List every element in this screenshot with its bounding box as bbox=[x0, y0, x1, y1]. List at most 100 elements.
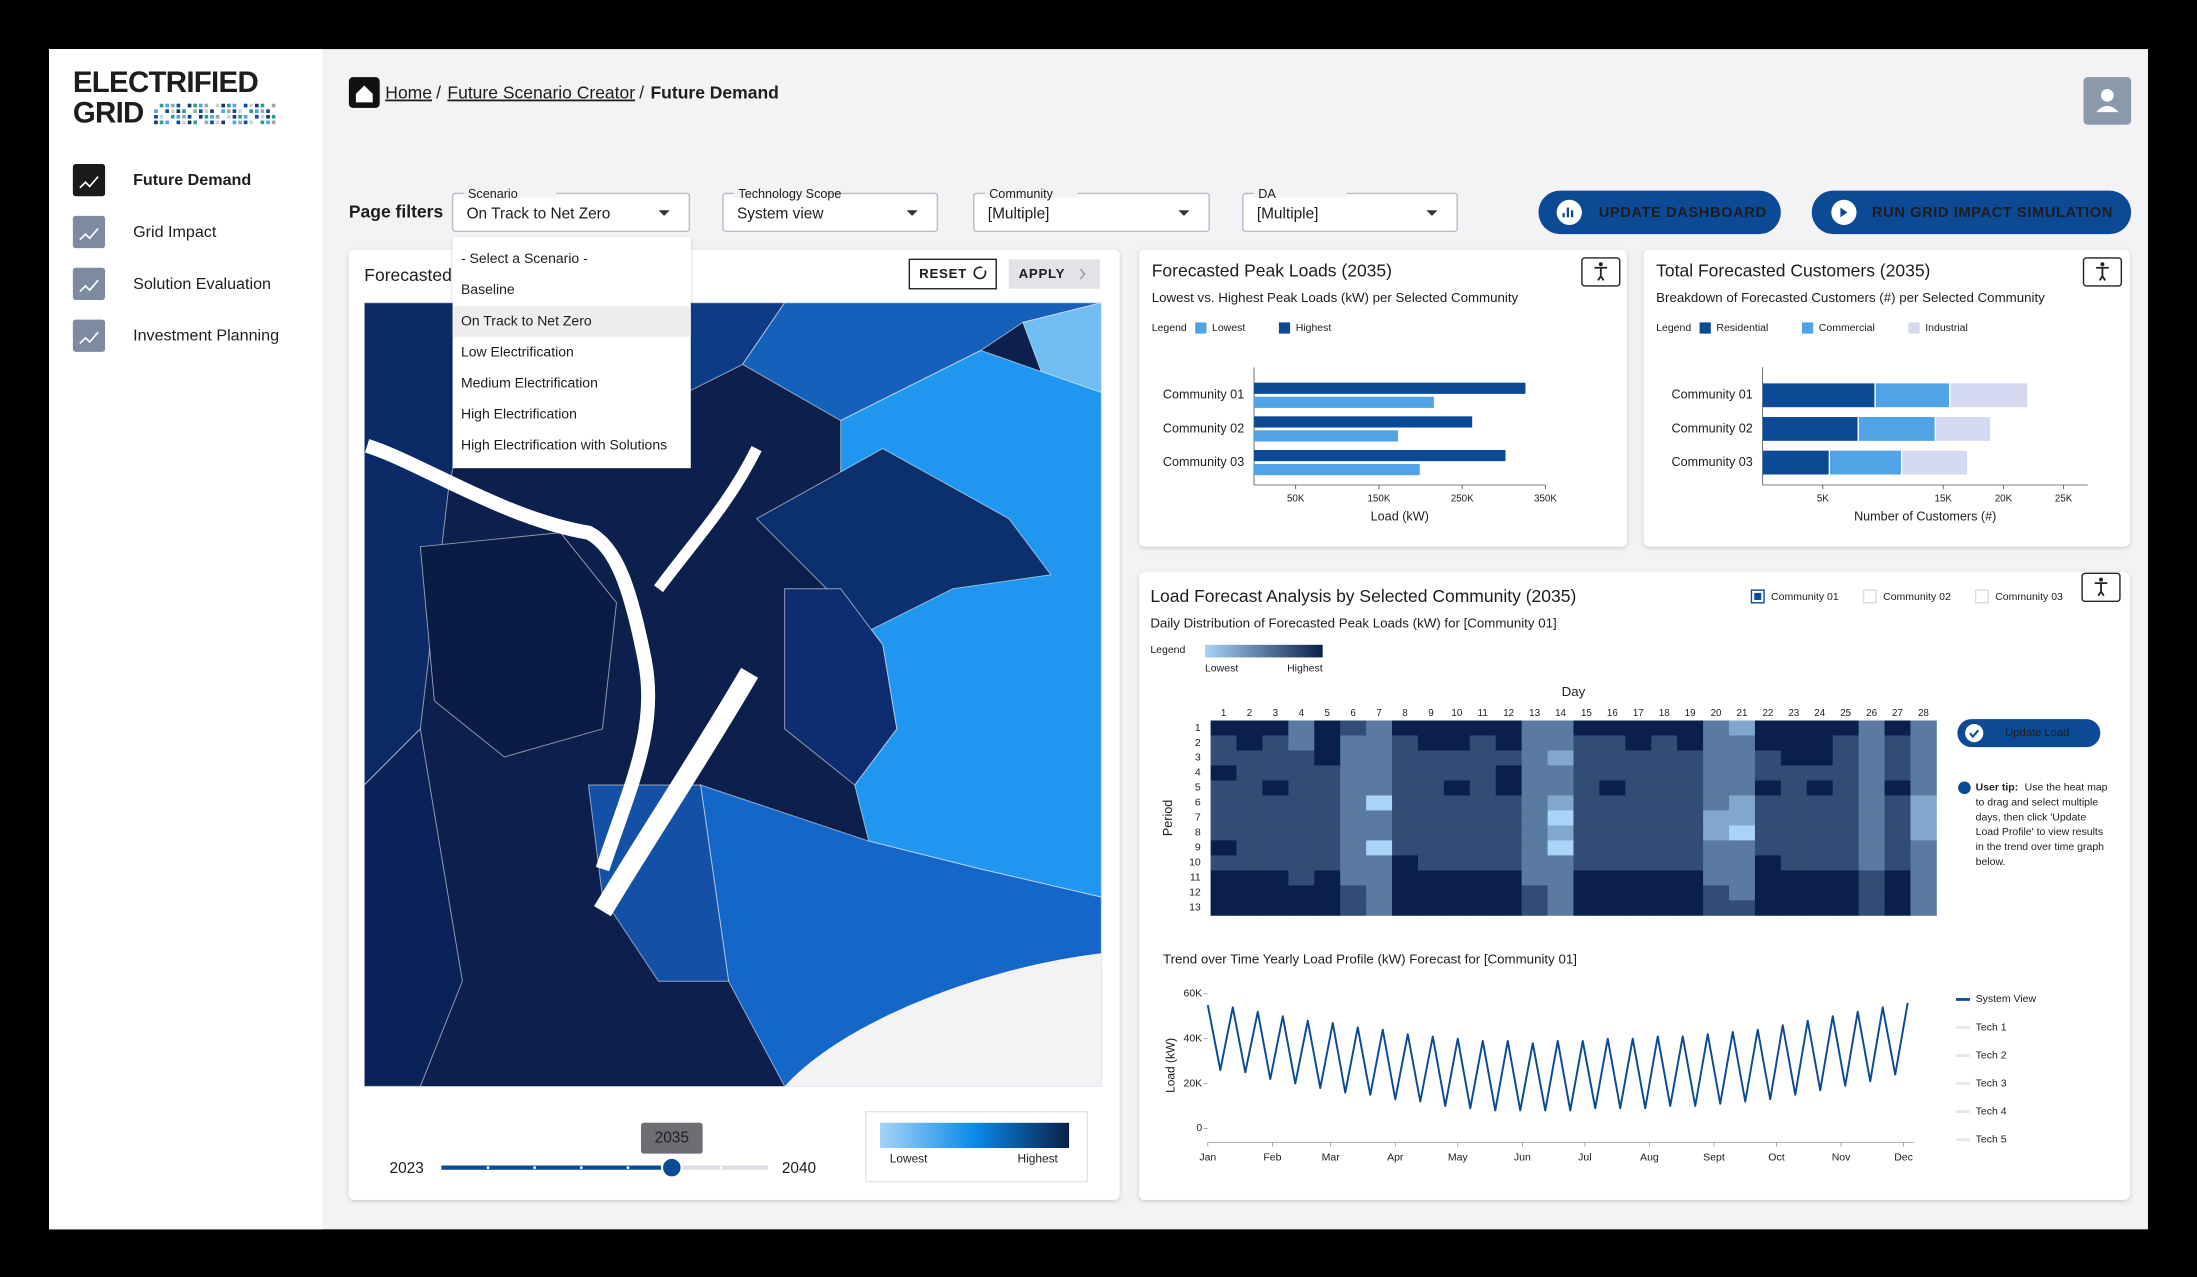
heatmap-cell[interactable] bbox=[1262, 825, 1289, 841]
heatmap-cell[interactable] bbox=[1236, 840, 1263, 856]
heatmap-cell[interactable] bbox=[1547, 765, 1574, 781]
heatmap-cell[interactable] bbox=[1573, 840, 1600, 856]
heatmap-cell[interactable] bbox=[1858, 885, 1885, 901]
heatmap-cell[interactable] bbox=[1469, 840, 1497, 856]
heatmap-cell[interactable] bbox=[1417, 840, 1445, 856]
heatmap-cell[interactable] bbox=[1703, 855, 1730, 871]
heatmap-cell[interactable] bbox=[1521, 735, 1548, 751]
heatmap-cell[interactable] bbox=[1806, 735, 1834, 751]
heatmap-cell[interactable] bbox=[1858, 735, 1885, 751]
heatmap-cell[interactable] bbox=[1910, 840, 1937, 856]
heatmap-cell[interactable] bbox=[1495, 750, 1523, 766]
heatmap-cell[interactable] bbox=[1210, 840, 1237, 856]
heatmap-cell[interactable] bbox=[1547, 780, 1574, 796]
heatmap-cell[interactable] bbox=[1417, 870, 1445, 886]
heatmap-cell[interactable] bbox=[1288, 780, 1315, 796]
heatmap-cell[interactable] bbox=[1495, 780, 1523, 796]
heatmap-cell[interactable] bbox=[1832, 765, 1860, 781]
community-checkbox[interactable] bbox=[1862, 589, 1877, 604]
heatmap-cell[interactable] bbox=[1573, 855, 1600, 871]
heatmap-cell[interactable] bbox=[1806, 870, 1834, 886]
heatmap-cell[interactable] bbox=[1288, 720, 1315, 736]
heatmap-cell[interactable] bbox=[1417, 810, 1445, 826]
heatmap-cell[interactable] bbox=[1780, 780, 1808, 796]
heatmap-cell[interactable] bbox=[1651, 735, 1678, 751]
heatmap-cell[interactable] bbox=[1236, 735, 1263, 751]
nav-icon[interactable] bbox=[72, 267, 106, 300]
heatmap-cell[interactable] bbox=[1236, 855, 1263, 871]
heatmap-cell[interactable] bbox=[1495, 900, 1523, 916]
heatmap-cell[interactable] bbox=[1314, 810, 1341, 826]
heatmap-cell[interactable] bbox=[1910, 720, 1937, 736]
heatmap-cell[interactable] bbox=[1780, 765, 1808, 781]
heatmap-cell[interactable] bbox=[1651, 885, 1678, 901]
heatmap-cell[interactable] bbox=[1806, 780, 1834, 796]
heatmap-cell[interactable] bbox=[1651, 810, 1678, 826]
heatmap-cell[interactable] bbox=[1210, 855, 1237, 871]
heatmap-cell[interactable] bbox=[1806, 810, 1834, 826]
heatmap-cell[interactable] bbox=[1314, 900, 1341, 916]
heatmap-cell[interactable] bbox=[1262, 750, 1289, 766]
heatmap-cell[interactable] bbox=[1910, 795, 1937, 811]
heatmap-cell[interactable] bbox=[1599, 720, 1626, 736]
heatmap-cell[interactable] bbox=[1314, 750, 1341, 766]
heatmap-cell[interactable] bbox=[1910, 900, 1937, 916]
heatmap-cell[interactable] bbox=[1910, 750, 1937, 766]
heatmap-cell[interactable] bbox=[1236, 795, 1263, 811]
heatmap-cell[interactable] bbox=[1521, 720, 1548, 736]
update-load-button[interactable] bbox=[1957, 719, 2101, 748]
heatmap-cell[interactable] bbox=[1832, 780, 1860, 796]
heatmap-cell[interactable] bbox=[1495, 855, 1523, 871]
heatmap-cell[interactable] bbox=[1884, 900, 1911, 916]
dropdown-item[interactable]: On Track to Net Zero bbox=[461, 312, 592, 328]
heatmap-cell[interactable] bbox=[1262, 720, 1289, 736]
heatmap-cell[interactable] bbox=[1469, 765, 1497, 781]
heatmap-cell[interactable] bbox=[1884, 885, 1911, 901]
heatmap-cell[interactable] bbox=[1495, 810, 1523, 826]
heatmap-cell[interactable] bbox=[1884, 720, 1911, 736]
heatmap-cell[interactable] bbox=[1573, 870, 1600, 886]
heatmap-cell[interactable] bbox=[1677, 735, 1704, 751]
heatmap-cell[interactable] bbox=[1573, 885, 1600, 901]
heatmap-cell[interactable] bbox=[1392, 900, 1419, 916]
heatmap-cell[interactable] bbox=[1703, 810, 1730, 826]
heatmap-cell[interactable] bbox=[1314, 885, 1341, 901]
heatmap-cell[interactable] bbox=[1443, 720, 1471, 736]
heatmap-cell[interactable] bbox=[1521, 825, 1548, 841]
heatmap-cell[interactable] bbox=[1910, 825, 1937, 841]
heatmap-cell[interactable] bbox=[1417, 750, 1445, 766]
heatmap-cell[interactable] bbox=[1236, 780, 1263, 796]
update-dashboard-button[interactable] bbox=[1538, 190, 1781, 235]
heatmap-cell[interactable] bbox=[1625, 735, 1652, 751]
heatmap-cell[interactable] bbox=[1884, 795, 1911, 811]
heatmap-cell[interactable] bbox=[1366, 870, 1393, 886]
heatmap-cell[interactable] bbox=[1754, 885, 1782, 901]
heatmap-cell[interactable] bbox=[1599, 900, 1626, 916]
heatmap-cell[interactable] bbox=[1314, 825, 1341, 841]
nav-icon[interactable] bbox=[72, 215, 106, 249]
heatmap-cell[interactable] bbox=[1677, 795, 1704, 811]
heatmap-cell[interactable] bbox=[1832, 885, 1860, 901]
heatmap-cell[interactable] bbox=[1262, 780, 1289, 796]
heatmap-cell[interactable] bbox=[1417, 735, 1445, 751]
filter-select[interactable] bbox=[451, 192, 691, 232]
heatmap-cell[interactable] bbox=[1314, 795, 1341, 811]
heatmap-cell[interactable] bbox=[1366, 900, 1393, 916]
heatmap-cell[interactable] bbox=[1754, 750, 1782, 766]
heatmap-cell[interactable] bbox=[1469, 795, 1497, 811]
heatmap-cell[interactable] bbox=[1366, 780, 1393, 796]
heatmap-cell[interactable] bbox=[1314, 870, 1341, 886]
heatmap-cell[interactable] bbox=[1236, 750, 1263, 766]
heatmap-cell[interactable] bbox=[1521, 795, 1548, 811]
heatmap-cell[interactable] bbox=[1573, 810, 1600, 826]
heatmap-cell[interactable] bbox=[1417, 795, 1445, 811]
heatmap-cell[interactable] bbox=[1340, 870, 1367, 886]
heatmap-cell[interactable] bbox=[1832, 810, 1860, 826]
heatmap-cell[interactable] bbox=[1884, 735, 1911, 751]
heatmap-cell[interactable] bbox=[1884, 780, 1911, 796]
heatmap-cell[interactable] bbox=[1599, 870, 1626, 886]
heatmap-cell[interactable] bbox=[1366, 735, 1393, 751]
heatmap-cell[interactable] bbox=[1340, 885, 1367, 901]
heatmap-cell[interactable] bbox=[1262, 795, 1289, 811]
heatmap-cell[interactable] bbox=[1340, 855, 1367, 871]
